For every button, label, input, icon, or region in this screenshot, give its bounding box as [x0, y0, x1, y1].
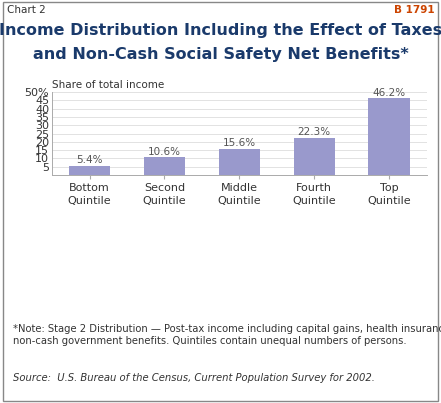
Text: B 1791: B 1791	[394, 5, 434, 15]
Bar	[219, 149, 260, 175]
Bar	[294, 138, 335, 175]
Text: 22.3%: 22.3%	[298, 127, 331, 137]
Text: Source:  U.S. Bureau of the Census, Current Population Survey for 2002.: Source: U.S. Bureau of the Census, Curre…	[13, 373, 375, 383]
Text: 15.6%: 15.6%	[223, 139, 256, 148]
Text: and Non-Cash Social Safety Net Benefits*: and Non-Cash Social Safety Net Benefits*	[33, 47, 408, 62]
Text: Income Distribution Including the Effect of Taxes: Income Distribution Including the Effect…	[0, 23, 441, 37]
Text: 5.4%: 5.4%	[76, 156, 103, 165]
Text: 10.6%: 10.6%	[148, 147, 181, 157]
Text: Share of total income: Share of total income	[52, 80, 164, 90]
Text: *Note: Stage 2 Distribution — Post-tax income including capital gains, health in: *Note: Stage 2 Distribution — Post-tax i…	[13, 324, 441, 346]
Bar	[368, 98, 410, 175]
Bar	[144, 158, 185, 175]
Text: 46.2%: 46.2%	[372, 87, 406, 98]
Bar	[69, 166, 110, 175]
Text: Chart 2: Chart 2	[7, 5, 45, 15]
